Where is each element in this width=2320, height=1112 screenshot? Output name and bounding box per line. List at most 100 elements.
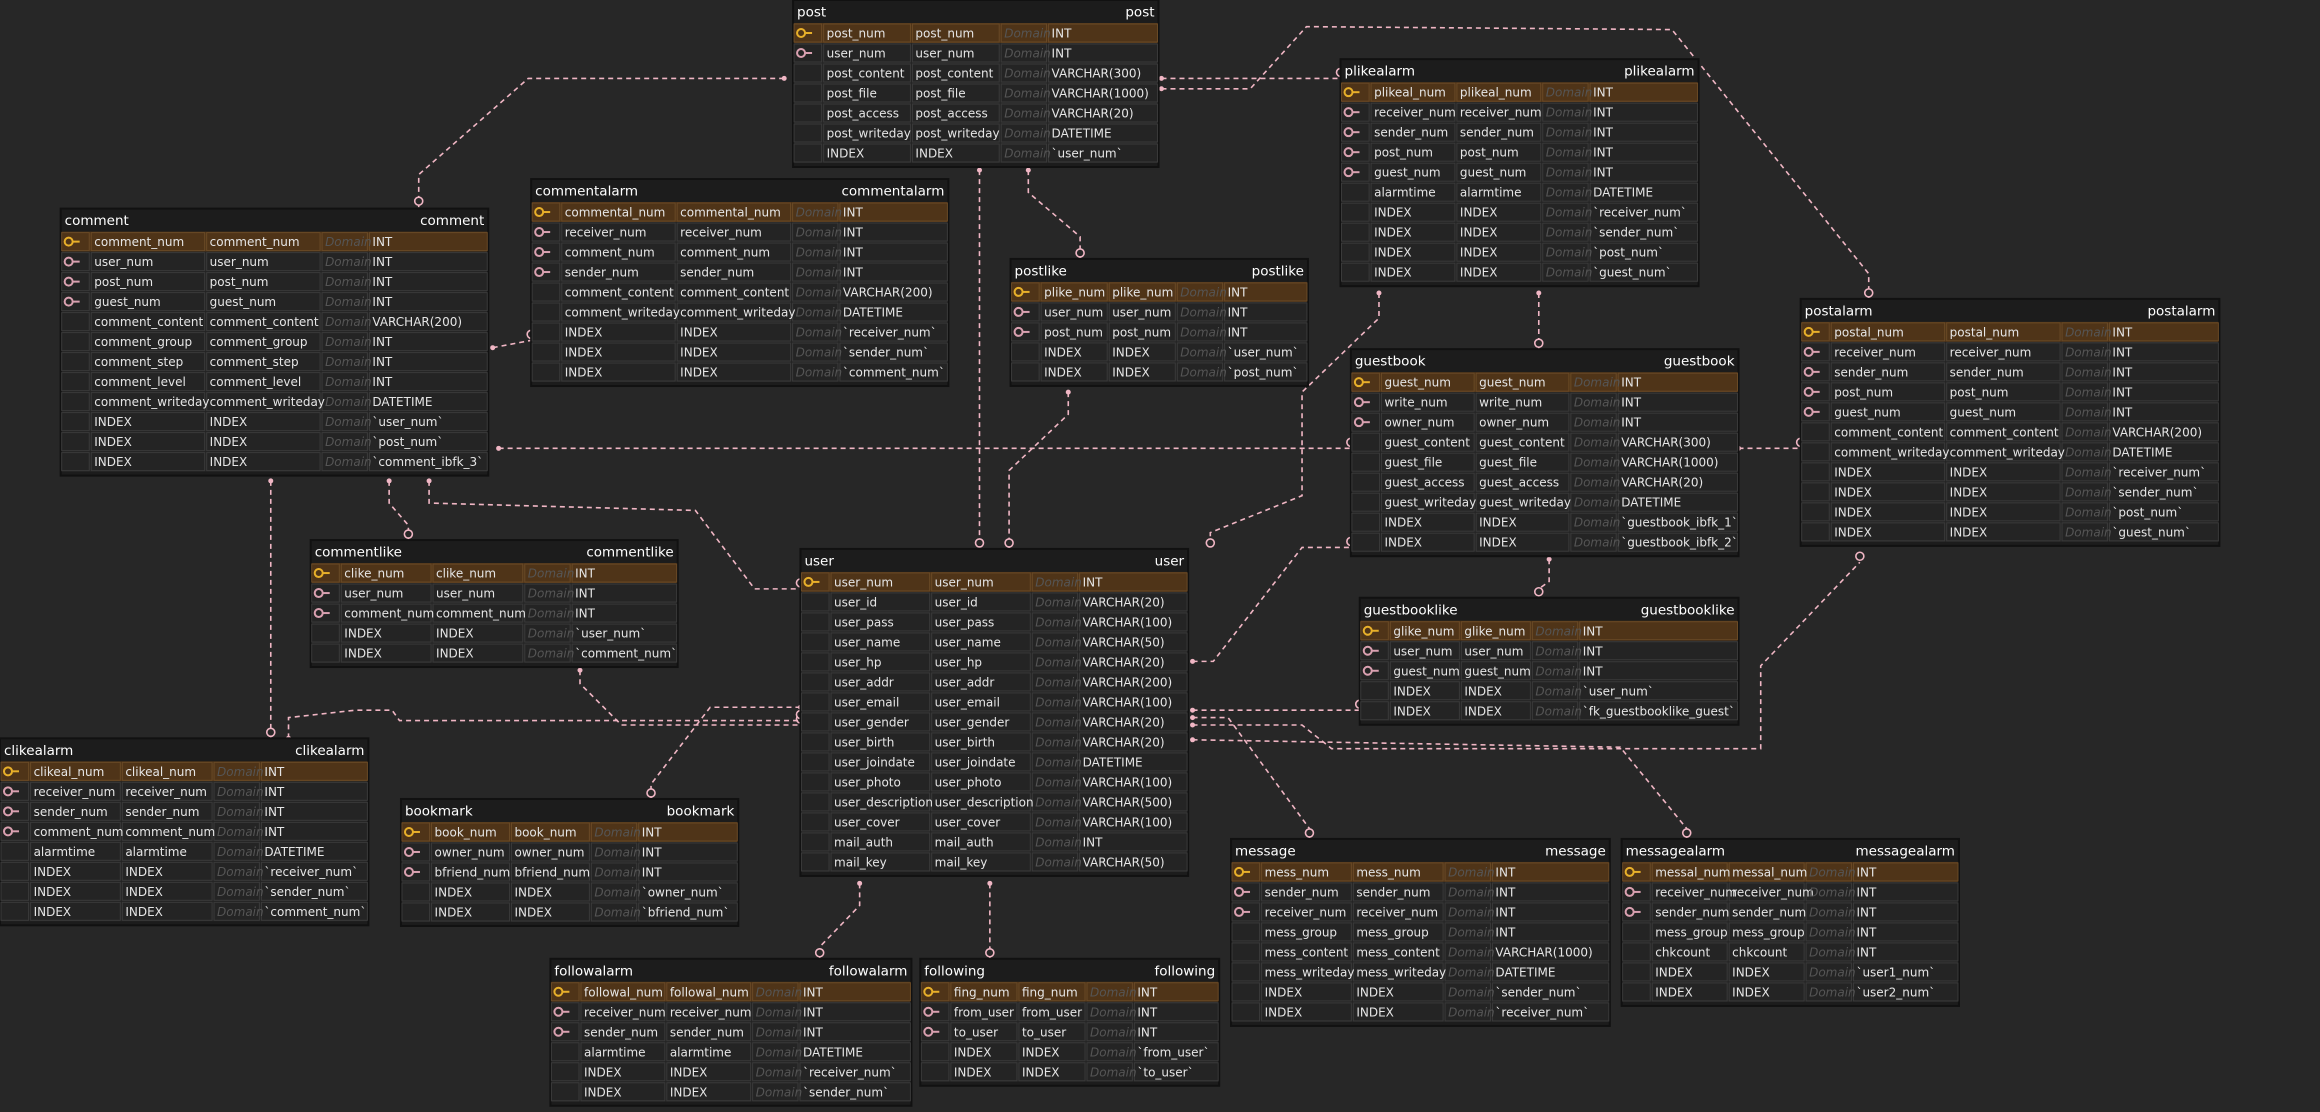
physical-name: comment_num [436,607,526,621]
cell [340,563,432,583]
physical-name: guest_num [210,295,276,309]
row-bg [1232,901,1609,922]
physical-name: alarmtime [125,845,187,859]
cell [1133,1022,1219,1042]
cell [1542,222,1589,242]
physical-name: receiver_num [670,1005,752,1019]
cell [1579,681,1739,701]
domain: Domain [1035,775,1082,789]
column-name: user_birth [834,735,894,749]
cell [1456,182,1542,202]
column-name: plikeal_num [1374,86,1446,100]
cell [1000,103,1048,123]
cell [1261,882,1352,902]
domain: Domain [1574,476,1621,490]
cell [401,882,431,902]
cell [1352,902,1444,922]
cardinality-mark [1158,75,1164,81]
domain: Domain [325,415,372,429]
cell [1040,342,1108,362]
column-name: comment_num [344,607,434,621]
cell [676,282,792,302]
column-name: guest_num [94,295,160,309]
cell [1351,532,1380,552]
row-bg [1622,881,1958,902]
physical-name: INDEX [1112,345,1150,359]
cell [1341,222,1370,242]
row-bg [801,691,1188,712]
cell [524,643,571,663]
column-name: post_file [827,87,877,101]
data-type: INT [803,985,824,999]
cell [1946,462,2061,482]
cell [839,202,948,222]
cell [321,292,368,312]
column-name: post_access [827,107,899,121]
column-name: guest_num [1393,664,1459,678]
cell [676,222,792,242]
table-name: bookmark [405,803,473,819]
cell [510,862,590,882]
cell [1946,342,2061,362]
column-name: comment_group [94,335,192,349]
cell [839,222,948,242]
table-name-right: messagealarm [1856,843,1955,859]
cell [1176,342,1224,362]
column-name: INDEX [565,346,603,360]
cell [206,332,321,352]
cell [1108,362,1176,382]
row-bg [801,711,1188,732]
cell [206,372,321,392]
data-type: INT [843,266,864,280]
row-bg [1622,861,1958,882]
domain: Domain [1448,965,1495,979]
cell [823,123,911,143]
cell [1352,982,1444,1002]
domain: Domain [594,905,641,919]
cell [90,232,206,252]
cell [830,772,931,792]
cell [580,1062,666,1082]
physical-name: user_birth [935,735,995,749]
cardinality-mark [987,880,993,886]
cell [800,792,830,812]
domain: Domain [325,335,372,349]
cell [206,272,321,292]
cell [590,902,638,922]
physical-name: INDEX [1464,684,1502,698]
domain: Domain [1546,266,1593,280]
row-bg [1011,321,1307,342]
cell [1651,922,1728,942]
column-name: user_num [1393,644,1452,658]
cell [931,852,1031,872]
cell [792,202,839,222]
column-name: guest_writeday [1384,496,1476,510]
cell [524,623,571,643]
data-type: `guest_num` [1593,266,1671,280]
data-type: INT [1495,885,1516,899]
cell [1542,262,1589,282]
cell [1380,412,1475,432]
cell [368,352,488,372]
cell [1456,242,1542,262]
cell [1261,962,1352,982]
data-type: `sender_num` [2112,485,2198,499]
cell [590,882,638,902]
column-name: INDEX [1044,365,1082,379]
domain: Domain [325,435,372,449]
domain: Domain [2065,365,2112,379]
cell [1031,772,1079,792]
cell [121,801,213,821]
row-bg [801,771,1188,792]
cell [1475,452,1570,472]
cell [1946,322,2061,342]
column-name: guest_num [1834,405,1900,419]
table-name-right: user [1155,553,1185,569]
domain: Domain [1546,166,1593,180]
row-bg [794,43,1158,63]
cell [90,392,206,412]
cell [368,432,488,452]
physical-name: INDEX [1479,516,1517,530]
physical-name: sender_num [1356,885,1430,899]
